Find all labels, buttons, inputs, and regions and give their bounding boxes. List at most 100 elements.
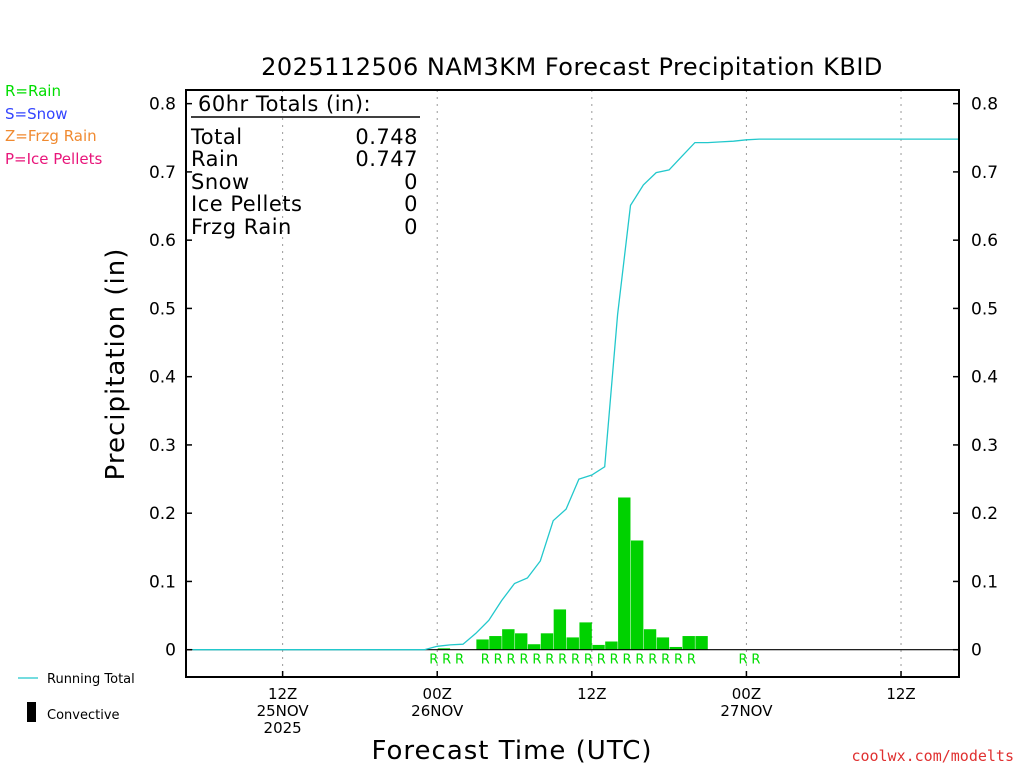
x-tick-label: 2025 (264, 719, 302, 737)
totals-label-rain: Rain (191, 147, 239, 171)
x-axis-title: Forecast Time (UTC) (371, 736, 652, 766)
y-tick-label-left: 0.6 (149, 231, 176, 251)
precip-bar (502, 629, 515, 650)
precip-bar (437, 648, 451, 650)
x-tick-label: 25NOV (257, 702, 310, 720)
totals-header: 60hr Totals (in): (198, 92, 371, 116)
y-tick-label-right: 0.4 (971, 368, 998, 388)
running-total-line (192, 138, 959, 651)
precip-type-marker: R (648, 653, 657, 668)
y-tick-label-right: 0.7 (971, 163, 998, 183)
y-tick-label-right: 0.6 (971, 231, 998, 251)
totals-label-snow: Snow (191, 170, 250, 194)
y-tick-label-left: 0.8 (149, 95, 176, 115)
y-tick-label-left: 0 (165, 641, 176, 661)
precip-type-legend: R=Rain S=Snow Z=Frzg Rain P=Ice Pellets (5, 82, 102, 168)
precip-bar (476, 639, 489, 650)
legend-snow: S=Snow (5, 105, 68, 123)
y-tick-label-right: 0.2 (971, 504, 998, 524)
precip-bar (682, 636, 695, 650)
precip-bar (669, 646, 683, 650)
hourly-precip-bars (437, 497, 708, 650)
precip-type-marker: R (429, 653, 438, 668)
precip-type-marker: R (481, 653, 490, 668)
totals-value-rain: 0.747 (355, 147, 418, 171)
precip-type-marker: R (507, 653, 516, 668)
y-tick-label-right: 0.5 (971, 299, 998, 319)
precip-type-marker: R (584, 653, 593, 668)
precip-bar (579, 622, 592, 650)
x-tick-label: 12Z (577, 685, 606, 703)
precip-type-marker: R (494, 653, 503, 668)
precip-type-marker: R (687, 653, 696, 668)
totals-value-total: 0.748 (355, 125, 418, 149)
precip-type-marker: R (455, 653, 464, 668)
y-tick-label-left: 0.7 (149, 163, 176, 183)
precip-bar (630, 540, 644, 650)
legend-frzg-rain: Z=Frzg Rain (5, 127, 97, 145)
precip-type-marker: R (545, 653, 554, 668)
precip-type-marker: R (751, 653, 760, 668)
precip-bar (489, 636, 502, 650)
precip-type-marker: R (519, 653, 528, 668)
totals-label-total: Total (190, 125, 243, 149)
precip-bar (592, 644, 605, 650)
plot-frame (185, 89, 960, 678)
grid-lines (282, 90, 902, 677)
y-tick-label-right: 0 (971, 641, 982, 661)
y-tick-label-left: 0.3 (149, 436, 176, 456)
precip-type-marker: R (571, 653, 580, 668)
precip-bar (540, 633, 554, 650)
x-tick-label: 00Z (732, 685, 761, 703)
x-tick-label: 12Z (886, 685, 915, 703)
precip-bar (515, 633, 528, 650)
legend-ice-pellets: P=Ice Pellets (5, 150, 102, 168)
x-tick-label: 26NOV (411, 702, 464, 720)
precip-type-marker: R (738, 653, 747, 668)
precip-type-marker: R (610, 653, 619, 668)
series-legend: Running Total Convective (18, 672, 135, 723)
precip-bar (695, 636, 708, 650)
y-tick-label-left: 0.2 (149, 504, 176, 524)
precip-type-marker: R (558, 653, 567, 668)
precip-bar (527, 644, 541, 650)
y-tick-label-left: 0.5 (149, 299, 176, 319)
precip-type-marker: R (597, 653, 606, 668)
totals-label-ice-pellets: Ice Pellets (191, 192, 302, 216)
precip-type-marker: R (532, 653, 541, 668)
y-axis-ticks: 0 00.1 0.10.2 0.20.3 0.30.4 0.40.5 0.50.6 0.60.… (149, 95, 998, 661)
y-tick-label-left: 0.1 (149, 572, 176, 592)
precip-type-marker: R (442, 653, 451, 668)
precip-bar (605, 641, 618, 650)
x-tick-label: 27NOV (720, 702, 773, 720)
totals-value-snow: 0 (404, 170, 418, 194)
precip-type-marker: R (674, 653, 683, 668)
y-tick-label-right: 0.3 (971, 436, 998, 456)
precip-type-marker: R (635, 653, 644, 668)
precip-bar (566, 637, 579, 650)
precip-type-marker: R (623, 653, 632, 668)
credit-link[interactable]: coolwx.com/modelts (851, 747, 1014, 765)
y-axis-title: Precipitation (in) (101, 248, 131, 481)
legend-convective: Convective (47, 708, 120, 723)
totals-box: 60hr Totals (in): Total 0.748 Rain 0.747… (190, 92, 420, 239)
x-tick-label: 00Z (423, 685, 452, 703)
legend-rain: R=Rain (5, 82, 61, 100)
precip-bar (643, 629, 657, 650)
x-tick-label: 12Z (268, 685, 297, 703)
totals-label-frzg-rain: Frzg Rain (191, 215, 292, 239)
precip-bar (656, 637, 670, 650)
y-tick-label-left: 0.4 (149, 368, 176, 388)
precip-bar (618, 497, 631, 650)
legend-running-total: Running Total (47, 672, 135, 687)
precip-bar (553, 609, 567, 650)
convective-swatch (27, 702, 36, 722)
chart-title: 2025112506 NAM3KM Forecast Precipitation… (261, 53, 883, 81)
totals-value-frzg-rain: 0 (404, 215, 418, 239)
totals-value-ice-pellets: 0 (404, 192, 418, 216)
precip-type-marker: R (661, 653, 670, 668)
y-tick-label-right: 0.8 (971, 95, 998, 115)
